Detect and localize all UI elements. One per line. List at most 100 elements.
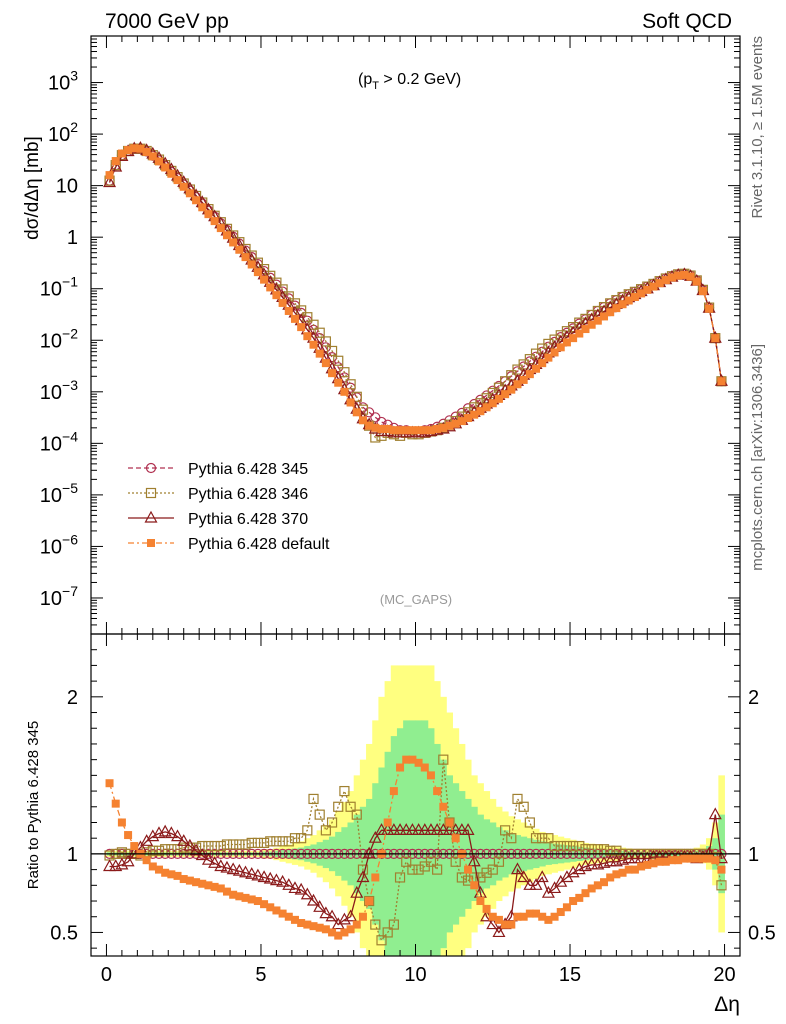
ratio-series-2-point	[177, 834, 191, 846]
pt-cut-annotation: (pT > 0.2 GeV)	[358, 71, 461, 92]
ratio-series-3-point	[396, 763, 405, 772]
ratio-series-1-point	[388, 919, 399, 930]
ratio-series-1-point	[296, 833, 307, 844]
ratio-series-3-point	[365, 897, 374, 906]
main-series-3-point	[229, 238, 238, 247]
ratio-series-3-point	[451, 834, 460, 843]
ratio-series-1-point	[394, 872, 406, 883]
main-series-3-point	[334, 378, 343, 387]
ratio-series-2-point	[239, 865, 253, 878]
ratio-series-3-point	[130, 842, 139, 851]
main-series-1-point	[308, 319, 319, 330]
y-tick-label: 1	[67, 227, 78, 249]
ratio-series-1-point	[153, 845, 165, 856]
ratio-series-1-point	[240, 839, 251, 850]
ratio-series-2-point	[467, 854, 481, 867]
top-ylabel: dσ/dΔη [mb]	[22, 136, 43, 240]
ratio-series-3-point	[426, 771, 435, 780]
ratio-series-1-point	[345, 801, 356, 812]
ratio-series-1-point	[215, 840, 226, 852]
ratio-series-2-point	[708, 807, 722, 820]
ratio-series-3-point	[371, 873, 380, 882]
ratio-series-2-point	[337, 912, 351, 925]
ratio-series-1-point	[314, 809, 325, 820]
ratio-series-2-point	[492, 925, 506, 938]
ratio-series-3-point	[439, 802, 448, 811]
ratio-series-1-point	[308, 793, 319, 805]
ratio-series-1-point	[450, 856, 461, 867]
y-tick-label: 10	[56, 176, 78, 198]
ratio-series-3-point	[142, 856, 151, 865]
main-series-3-point	[321, 359, 330, 368]
ratio-series-3-point	[445, 818, 454, 827]
ratio-y-tick-label-right: 0.5	[748, 922, 776, 944]
y-tick-label: 10−5	[40, 480, 78, 507]
ratio-series-1-point	[500, 825, 511, 836]
ratio-series-2-point	[208, 856, 222, 868]
ratio-band-1-bin	[403, 720, 410, 956]
ratio-series-1-point	[537, 833, 548, 844]
main-series-3-point	[303, 332, 312, 341]
x-tick-label: 0	[101, 964, 112, 986]
main-series-3-point	[581, 325, 590, 334]
y-tick-label: 102	[48, 119, 78, 146]
legend-label: Pythia 6.428 345	[188, 461, 308, 478]
main-series-3-point	[185, 189, 194, 198]
ratio-series-3-point	[124, 831, 133, 840]
main-series-3-point	[272, 291, 281, 300]
ratio-series-2-point	[189, 843, 203, 856]
x-tick-label: 15	[559, 964, 581, 986]
ratio-series-1-point	[333, 801, 344, 812]
ratio-series-1-point	[413, 864, 424, 875]
ratio-series-2-point	[306, 893, 321, 906]
header-right: Soft QCD	[642, 10, 732, 33]
ratio-series-1-point	[339, 785, 350, 797]
ratio-series-1-point	[271, 836, 282, 847]
ratio-series-3-point	[581, 889, 590, 898]
ratio-series-3-point	[383, 818, 392, 827]
ratio-series-1-point	[221, 839, 233, 850]
ratio-series-1-point	[530, 833, 542, 844]
ratio-series-1-point	[320, 825, 331, 836]
ratio-series-1-line	[109, 759, 723, 942]
legend-marker	[145, 462, 157, 474]
main-series-1-point	[481, 393, 492, 404]
x-axis-label: Δη	[714, 993, 740, 1016]
main-series-3-point	[525, 370, 534, 379]
ratio-series-3-point	[482, 904, 491, 913]
ratio-series-1-point	[555, 840, 566, 852]
main-series-3-point	[562, 338, 571, 347]
main-series-1-point	[326, 345, 338, 357]
main-series-3-point	[192, 196, 201, 205]
ratio-series-3-point	[476, 897, 485, 906]
x-tick-label: 10	[404, 964, 426, 986]
main-series-3-point	[222, 231, 231, 240]
ratio-series-1-point	[568, 840, 579, 852]
ratio-band-1-bin	[396, 728, 404, 956]
ratio-series-1-point	[524, 817, 535, 828]
ratio-series-3-point	[433, 787, 442, 796]
ratio-series-3-point	[562, 903, 571, 912]
main-series-3-point	[148, 152, 157, 161]
x-tick-label: 5	[255, 964, 266, 986]
main-series-3-point	[253, 268, 262, 277]
ratio-series-1-point	[444, 817, 455, 828]
ratio-series-2-point	[251, 868, 265, 881]
ratio-y-tick-label: 0.5	[50, 922, 78, 944]
main-series-3-point	[544, 353, 553, 362]
main-series-2-point	[103, 175, 117, 188]
ratio-series-1-point	[549, 840, 560, 852]
ratio-series-2-point	[158, 824, 172, 837]
legend-marker	[147, 539, 155, 547]
ratio-series-1-point	[252, 837, 263, 849]
header-left: 7000 GeV pp	[105, 10, 229, 33]
ratio-series-3-point	[507, 920, 516, 929]
ratio-band-1-bin	[427, 728, 435, 956]
y-tick-label: 10−6	[40, 531, 78, 558]
main-series-3-point	[705, 304, 714, 313]
main-series-3-point	[569, 334, 578, 343]
ratio-series-1-point	[147, 845, 158, 856]
main-series-3-point	[167, 169, 176, 178]
ratio-y-tick-label-right: 1	[748, 844, 759, 866]
ratio-series-1-point	[401, 856, 412, 867]
